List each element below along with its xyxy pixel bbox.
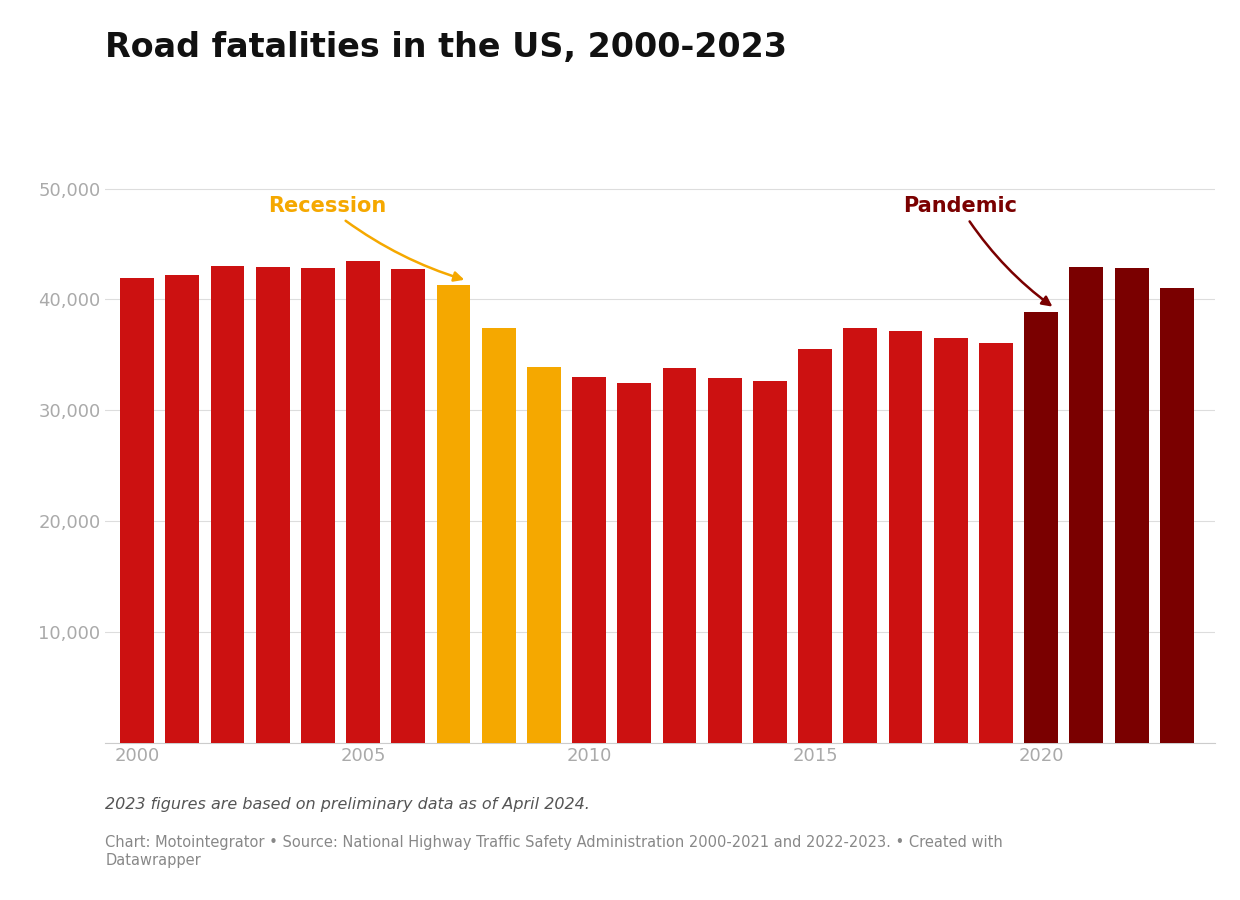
- Bar: [481, 328, 516, 742]
- Bar: [165, 275, 200, 742]
- Bar: [301, 268, 335, 742]
- Bar: [753, 381, 787, 742]
- Text: Chart: Motointegrator • Source: National Highway Traffic Safety Administration 2: Chart: Motointegrator • Source: National…: [105, 835, 1003, 868]
- Bar: [346, 261, 379, 742]
- Bar: [527, 367, 560, 742]
- Bar: [662, 368, 697, 742]
- Bar: [1069, 267, 1104, 742]
- Text: 2023 figures are based on preliminary data as of April 2024.: 2023 figures are based on preliminary da…: [105, 796, 590, 812]
- Bar: [1024, 312, 1058, 742]
- Bar: [934, 338, 967, 742]
- Text: Pandemic: Pandemic: [903, 196, 1050, 305]
- Bar: [618, 382, 651, 742]
- Bar: [120, 278, 154, 742]
- Text: Recession: Recession: [268, 196, 461, 281]
- Bar: [572, 377, 606, 742]
- Bar: [436, 285, 470, 742]
- Bar: [980, 343, 1013, 742]
- Bar: [1115, 268, 1148, 742]
- Bar: [1159, 289, 1194, 742]
- Bar: [843, 328, 877, 742]
- Bar: [889, 331, 923, 742]
- Bar: [211, 266, 244, 742]
- Bar: [392, 269, 425, 742]
- Bar: [799, 349, 832, 742]
- Text: Road fatalities in the US, 2000-2023: Road fatalities in the US, 2000-2023: [105, 32, 787, 65]
- Bar: [255, 267, 290, 742]
- Bar: [708, 378, 742, 742]
